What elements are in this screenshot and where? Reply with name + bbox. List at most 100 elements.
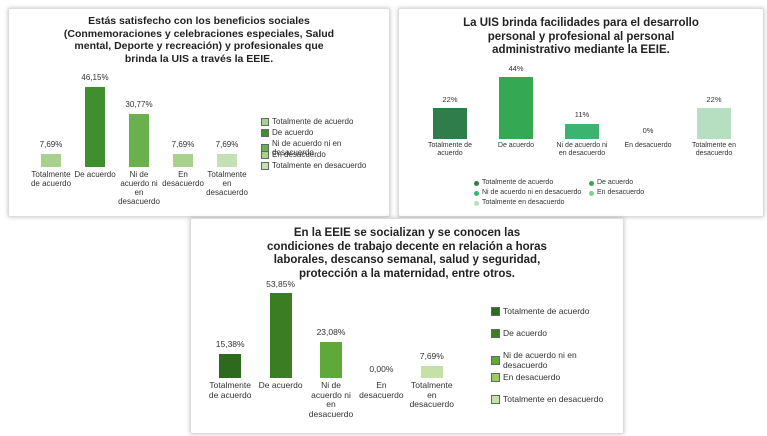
legend-item: Totalmente en desacuerdo bbox=[261, 161, 366, 170]
title-line: laborales, descanso semanal, salud y seg… bbox=[273, 254, 541, 266]
data-label: 22% bbox=[706, 94, 722, 104]
legend-swatch bbox=[261, 161, 269, 170]
title-line: administrativo mediante la EEIE. bbox=[492, 44, 670, 56]
bar bbox=[499, 77, 533, 139]
legend-swatch bbox=[474, 190, 479, 196]
legend-label: En desacuerdo bbox=[597, 189, 645, 196]
x-tick-label: De acuerdo bbox=[497, 142, 535, 149]
legend-label: De acuerdo bbox=[503, 328, 547, 338]
legend-label: Totalmente en desacuerdo bbox=[503, 394, 604, 404]
legend-swatch bbox=[491, 329, 500, 339]
legend-item: En desacuerdo bbox=[589, 189, 644, 197]
data-label: 53,85% bbox=[266, 278, 296, 289]
legend-label: Totalmente de acuerdo bbox=[503, 306, 590, 316]
data-label: 7,69% bbox=[39, 139, 63, 149]
legend-swatch bbox=[491, 373, 500, 383]
title-line: brinda la UIS a través la EEIE. bbox=[124, 52, 274, 65]
legend-item: Ni de acuerdo ni en desacuerdo bbox=[474, 189, 581, 197]
title-line: (Conmemoraciones y celebraciones especia… bbox=[63, 27, 335, 40]
legend-label: En desacuerdo bbox=[503, 372, 561, 382]
bar bbox=[173, 153, 193, 167]
legend-swatch bbox=[491, 307, 500, 317]
bar bbox=[217, 153, 237, 167]
legend-item: En desacuerdo bbox=[491, 372, 561, 383]
x-tick-label: Totalmente de acuerdo bbox=[428, 142, 472, 157]
title-line: protección a la maternidad, entre otros. bbox=[299, 267, 515, 280]
data-label: 7,69% bbox=[419, 351, 444, 362]
x-tick-label: Totalmente en desacuerdo bbox=[692, 142, 736, 157]
bar bbox=[85, 87, 105, 167]
chart-title: Estás satisfecho con los beneficios soci… bbox=[9, 15, 389, 65]
legend-swatch bbox=[589, 190, 594, 196]
legend-swatch bbox=[474, 200, 479, 206]
data-label: 30,77% bbox=[125, 99, 153, 109]
data-label: 46,15% bbox=[81, 73, 109, 82]
bar bbox=[129, 113, 149, 167]
x-tick-label: En desacuerdo bbox=[162, 170, 204, 188]
legend-swatch bbox=[589, 180, 594, 186]
title-line: personal y profesional al personal bbox=[487, 30, 675, 43]
legend-item: De acuerdo bbox=[589, 179, 633, 187]
bar bbox=[219, 353, 242, 378]
legend-label: En desacuerdo bbox=[272, 150, 326, 159]
legend-label: Totalmente en desacuerdo bbox=[482, 199, 565, 206]
bar bbox=[697, 108, 731, 139]
x-tick-label: Totalmente de acuerdo bbox=[30, 170, 72, 188]
legend-swatch bbox=[491, 356, 500, 365]
x-tick-label: De acuerdo bbox=[74, 170, 116, 179]
legend-swatch bbox=[261, 117, 269, 126]
legend-item: De acuerdo bbox=[261, 128, 313, 137]
x-tick-label: De acuerdo bbox=[258, 380, 303, 390]
legend-item: Totalmente de acuerdo bbox=[491, 306, 590, 317]
legend-label: De acuerdo bbox=[272, 128, 314, 137]
chart-panel: Estás satisfecho con los beneficios soci… bbox=[8, 8, 390, 217]
legend-item: Totalmente de acuerdo bbox=[474, 179, 553, 187]
bar bbox=[320, 341, 342, 378]
title-line: En la EEIE se socializan y se conocen la… bbox=[293, 227, 521, 239]
x-tick-label: Totalmente de acuerdo bbox=[208, 380, 252, 400]
legend-swatch bbox=[474, 180, 479, 186]
legend-label: Totalmente de acuerdo bbox=[482, 179, 554, 186]
title-line: La UIS brinda facilidades para el desarr… bbox=[463, 17, 699, 29]
x-tick-label: Ni de acuerdo ni en desacuerdo bbox=[556, 142, 608, 157]
legend-item: De acuerdo bbox=[491, 328, 547, 339]
title-line: Estás satisfecho con los beneficios soci… bbox=[88, 15, 310, 27]
legend-label: Ni de acuerdo ni en desacuerdo bbox=[482, 189, 582, 196]
bar bbox=[420, 365, 443, 378]
bar bbox=[433, 108, 467, 139]
legend-item: Totalmente en desacuerdo bbox=[474, 199, 565, 207]
data-label: 15,38% bbox=[215, 339, 245, 350]
x-tick-label: Totalmente en desacuerdo bbox=[206, 170, 248, 197]
data-label: 0,00% bbox=[369, 363, 394, 374]
data-label: 7,69% bbox=[215, 139, 239, 149]
x-tick-label: Ni de acuerdo ni en desacuerdo bbox=[308, 380, 354, 419]
chart-title: En la EEIE se socializan y se conocen la… bbox=[191, 227, 623, 281]
legend-swatch bbox=[261, 128, 269, 137]
data-label: 0% bbox=[642, 125, 654, 135]
data-label: 23,08% bbox=[316, 327, 346, 338]
legend-swatch bbox=[261, 150, 269, 159]
chart-title: La UIS brinda facilidades para el desarr… bbox=[399, 17, 763, 58]
legend-label: Totalmente de acuerdo bbox=[272, 117, 354, 126]
x-tick-label: Totalmente en desacuerdo bbox=[409, 380, 454, 409]
chart-panel: La UIS brinda facilidades para el desarr… bbox=[398, 8, 764, 217]
bar bbox=[565, 123, 599, 139]
title-line: mental, Deporte y recreación) y profesio… bbox=[74, 40, 324, 52]
legend-label: Totalmente en desacuerdo bbox=[272, 161, 367, 170]
legend-label: Ni de acuerdo ni en desacuerdo bbox=[503, 350, 577, 370]
x-tick-label: En desacuerdo bbox=[624, 142, 672, 149]
legend-label: De acuerdo bbox=[597, 179, 634, 186]
bar bbox=[41, 153, 61, 167]
x-tick-label: Ni de acuerdo ni en desacuerdo bbox=[118, 170, 160, 206]
data-label: 44% bbox=[508, 63, 524, 73]
legend-item: Ni de acuerdo ni en desacuerdo bbox=[491, 350, 615, 370]
x-tick-label: En desacuerdo bbox=[359, 380, 404, 400]
legend-item: En desacuerdo bbox=[261, 150, 326, 159]
data-label: 11% bbox=[574, 110, 590, 119]
legend-item: Totalmente en desacuerdo bbox=[491, 394, 604, 405]
legend-item: Totalmente de acuerdo bbox=[261, 117, 353, 126]
title-line: condiciones de trabajo decente en relaci… bbox=[267, 240, 547, 253]
chart-panel: En la EEIE se socializan y se conocen la… bbox=[190, 218, 624, 434]
data-label: 22% bbox=[442, 94, 458, 104]
